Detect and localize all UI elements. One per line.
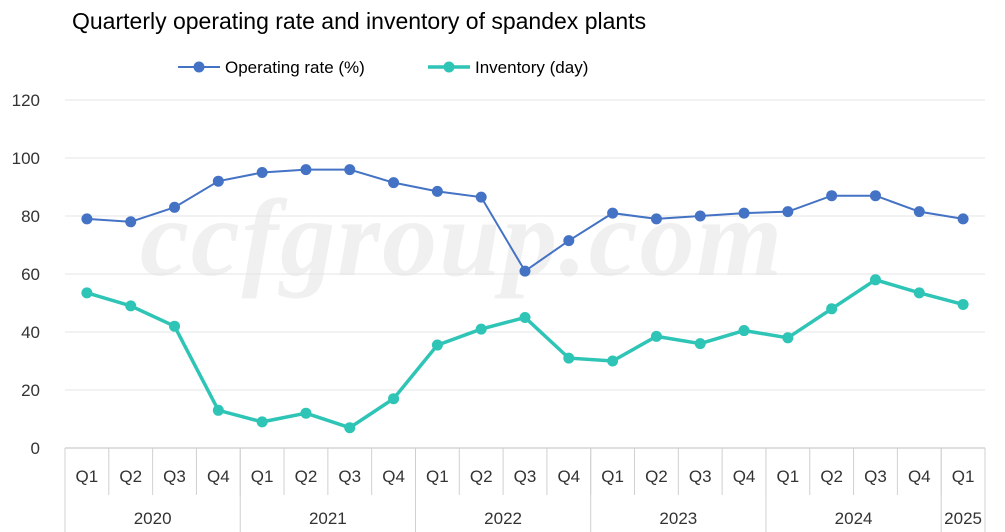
x-tick-label: Q1 bbox=[601, 467, 624, 486]
data-point bbox=[607, 207, 619, 219]
data-point bbox=[125, 216, 137, 228]
data-point bbox=[519, 265, 531, 277]
data-point bbox=[431, 339, 443, 351]
x-tick-label: Q2 bbox=[470, 467, 493, 486]
data-point bbox=[694, 210, 706, 222]
data-point bbox=[169, 320, 181, 332]
data-point bbox=[344, 164, 356, 176]
legend-label: Inventory (day) bbox=[475, 58, 588, 77]
data-point bbox=[957, 213, 969, 225]
watermark: ccfgroup.com bbox=[140, 177, 785, 299]
data-point bbox=[125, 300, 137, 312]
legend-marker bbox=[193, 61, 205, 73]
y-tick-label: 60 bbox=[21, 265, 40, 284]
data-point bbox=[782, 206, 794, 218]
x-tick-label: Q4 bbox=[207, 467, 230, 486]
x-tick-label: Q3 bbox=[163, 467, 186, 486]
data-point bbox=[300, 164, 312, 176]
data-point bbox=[475, 191, 487, 203]
x-tick-label: Q1 bbox=[76, 467, 99, 486]
chart-title: Quarterly operating rate and inventory o… bbox=[72, 8, 647, 34]
data-point bbox=[782, 332, 794, 344]
data-point bbox=[256, 416, 268, 428]
series-1 bbox=[81, 274, 969, 434]
x-tick-label: Q2 bbox=[820, 467, 843, 486]
x-tick-label: Q4 bbox=[382, 467, 405, 486]
data-point bbox=[81, 287, 93, 299]
x-tick-label: Q3 bbox=[338, 467, 361, 486]
data-point bbox=[475, 323, 487, 335]
data-point bbox=[738, 207, 750, 219]
y-tick-label: 40 bbox=[21, 323, 40, 342]
data-point bbox=[212, 404, 224, 416]
data-point bbox=[431, 185, 443, 197]
data-point bbox=[826, 303, 838, 315]
y-tick-label: 20 bbox=[21, 381, 40, 400]
data-point bbox=[563, 235, 575, 247]
x-tick-label: Q3 bbox=[514, 467, 537, 486]
x-tick-label: Q4 bbox=[733, 467, 756, 486]
x-tick-label: Q4 bbox=[908, 467, 931, 486]
data-point bbox=[81, 213, 93, 225]
y-tick-label: 80 bbox=[21, 207, 40, 226]
y-tick-label: 0 bbox=[31, 439, 40, 458]
x-tick-label: Q3 bbox=[864, 467, 887, 486]
y-tick-label: 100 bbox=[12, 149, 40, 168]
x-tick-label: Q1 bbox=[952, 467, 975, 486]
data-point bbox=[300, 407, 312, 419]
data-point bbox=[388, 177, 400, 189]
x-tick-label: Q2 bbox=[119, 467, 142, 486]
year-label: 2022 bbox=[484, 509, 522, 528]
data-point bbox=[913, 206, 925, 218]
y-tick-label: 120 bbox=[12, 91, 40, 110]
data-point bbox=[388, 393, 400, 405]
legend-marker bbox=[443, 61, 455, 73]
data-point bbox=[738, 325, 750, 337]
data-point bbox=[869, 274, 881, 286]
year-label: 2023 bbox=[659, 509, 697, 528]
data-point bbox=[869, 190, 881, 202]
data-point bbox=[694, 338, 706, 350]
year-label: 2025 bbox=[944, 509, 982, 528]
year-label: 2020 bbox=[134, 509, 172, 528]
x-tick-label: Q1 bbox=[426, 467, 449, 486]
data-point bbox=[957, 298, 969, 310]
data-point bbox=[913, 287, 925, 299]
data-point bbox=[256, 167, 268, 178]
x-tick-label: Q4 bbox=[557, 467, 580, 486]
data-point bbox=[563, 352, 575, 364]
x-tick-label: Q2 bbox=[295, 467, 318, 486]
year-label: 2024 bbox=[835, 509, 873, 528]
series-0 bbox=[81, 164, 969, 277]
x-tick-label: Q3 bbox=[689, 467, 712, 486]
data-point bbox=[650, 330, 662, 342]
data-point bbox=[650, 213, 662, 225]
data-point bbox=[344, 422, 356, 434]
data-point bbox=[212, 175, 224, 187]
x-tick-label: Q1 bbox=[777, 467, 800, 486]
legend-label: Operating rate (%) bbox=[225, 58, 365, 77]
year-label: 2021 bbox=[309, 509, 347, 528]
data-point bbox=[169, 201, 181, 213]
x-tick-label: Q2 bbox=[645, 467, 668, 486]
data-point bbox=[607, 355, 619, 367]
x-tick-label: Q1 bbox=[251, 467, 274, 486]
data-point bbox=[826, 190, 838, 202]
data-point bbox=[519, 312, 531, 323]
